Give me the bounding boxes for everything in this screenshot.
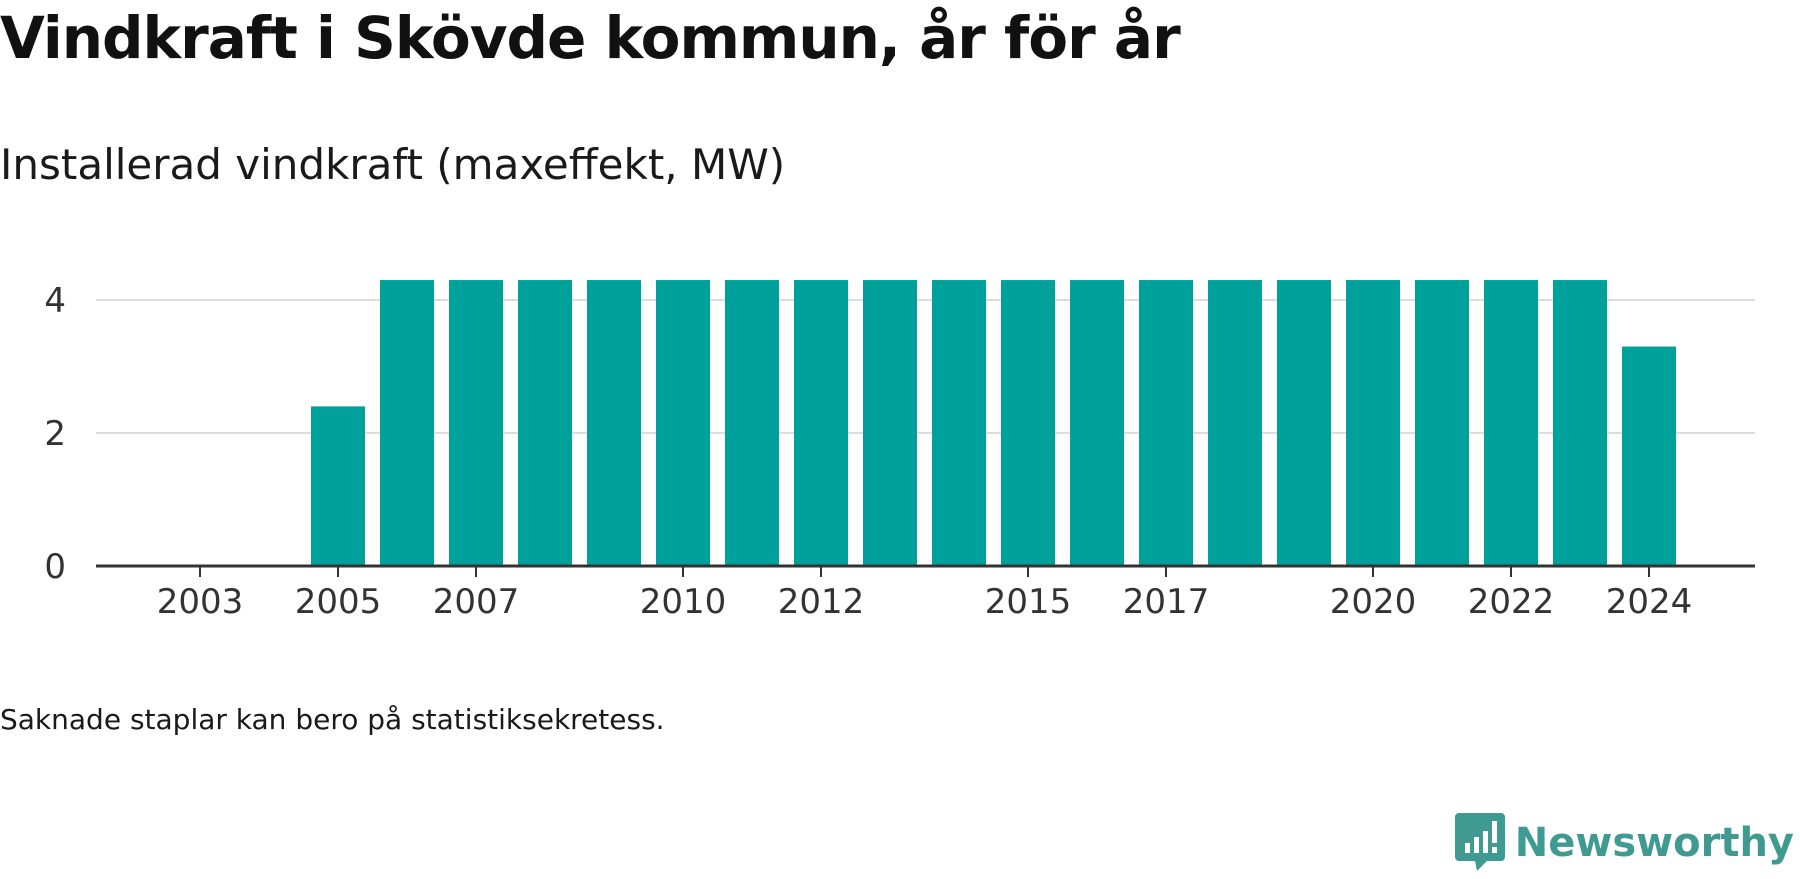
bars [311, 280, 1676, 566]
brand-logo: Newsworthy [1454, 813, 1794, 873]
x-tick-label: 2015 [985, 582, 1072, 622]
bar-2011 [725, 280, 779, 566]
bar-2005 [311, 406, 365, 566]
bar-2016 [1070, 280, 1124, 566]
y-tick-label: 0 [44, 547, 66, 587]
bar-2012 [794, 280, 848, 566]
x-tick-label: 2003 [157, 582, 244, 622]
newsworthy-logo-icon [1454, 813, 1505, 871]
x-tick-label: 2022 [1468, 582, 1555, 622]
bar-2008 [518, 280, 572, 566]
bar-2013 [863, 280, 917, 566]
bar-2009 [587, 280, 641, 566]
bar-2022 [1484, 280, 1538, 566]
bar-2006 [380, 280, 434, 566]
bar-2010 [656, 280, 710, 566]
bar-2023 [1553, 280, 1607, 566]
x-tick-label: 2020 [1330, 582, 1417, 622]
bar-2014 [932, 280, 986, 566]
chart-subtitle: Installerad vindkraft (maxeffekt, MW) [0, 140, 786, 189]
x-tick-label: 2024 [1606, 582, 1693, 622]
bar-2018 [1208, 280, 1262, 566]
x-tick-label: 2007 [433, 582, 520, 622]
bar-chart: 0 2 4 2003 2005 2007 2010 2012 2015 2017 2020 2022 2… [44, 280, 1755, 622]
x-tick-label: 2010 [640, 582, 727, 622]
bar-2007 [449, 280, 503, 566]
brand-name: Newsworthy [1514, 820, 1794, 866]
x-tick-label: 2017 [1123, 582, 1210, 622]
y-tick-label: 2 [44, 414, 66, 454]
bar-2019 [1277, 280, 1331, 566]
bar-2021 [1415, 280, 1469, 566]
axes: 0 2 4 2003 2005 2007 2010 2012 2015 2017 2020 2022 2… [44, 281, 1755, 622]
x-tick-label: 2012 [778, 582, 865, 622]
bar-2024 [1622, 346, 1676, 566]
chart-title: Vindkraft i Skövde kommun, år för år [0, 4, 1181, 72]
bar-2020 [1346, 280, 1400, 566]
footnote: Saknade staplar kan bero på statistiksek… [0, 703, 665, 736]
y-tick-label: 4 [44, 281, 66, 321]
bar-2015 [1001, 280, 1055, 566]
bar-2017 [1139, 280, 1193, 566]
x-tick-label: 2005 [295, 582, 382, 622]
gridlines [96, 299, 1755, 434]
